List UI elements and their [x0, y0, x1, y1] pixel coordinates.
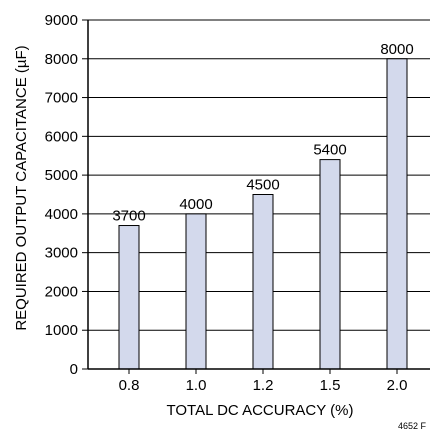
data-label: 3700	[112, 208, 145, 225]
x-tick-label: 1.2	[253, 377, 274, 394]
x-tick-label: 0.8	[119, 377, 140, 394]
y-tick-label: 1000	[45, 322, 78, 339]
bar	[319, 159, 341, 370]
data-labels: 3700 4000 4500 5400 8000	[112, 41, 413, 225]
bar	[185, 213, 207, 370]
data-label: 4000	[179, 196, 212, 213]
bars	[118, 58, 408, 370]
bar	[252, 194, 274, 370]
bar	[386, 58, 408, 370]
y-tick-label: 8000	[45, 51, 78, 68]
x-tick-label: 1.5	[320, 377, 341, 394]
y-tick-label: 6000	[45, 128, 78, 145]
x-tick-label: 1.0	[186, 377, 207, 394]
x-tick-label: 2.0	[387, 377, 408, 394]
figure-id: 4652 F	[398, 421, 427, 431]
y-tick-label: 4000	[45, 206, 78, 223]
y-tick-label: 3000	[45, 245, 78, 262]
grid-lines	[88, 19, 430, 331]
x-tick-labels: 0.8 1.0 1.2 1.5 2.0	[119, 377, 408, 394]
x-axis-title: TOTAL DC ACCURACY (%)	[167, 402, 354, 419]
y-tick-labels: 0 1000 2000 3000 4000 5000 6000 7000 8000 9000	[45, 12, 78, 378]
data-label: 8000	[380, 41, 413, 58]
y-tick-label: 2000	[45, 283, 78, 300]
data-label: 5400	[313, 142, 346, 159]
y-tick-label: 9000	[45, 12, 78, 29]
bar	[118, 225, 140, 370]
y-tick-label: 0	[70, 361, 78, 378]
y-axis-title: REQUIRED OUTPUT CAPACITANCE (µF)	[13, 45, 30, 330]
y-tick-label: 7000	[45, 90, 78, 107]
data-label: 4500	[246, 177, 279, 194]
axes	[82, 19, 430, 374]
y-tick-label: 5000	[45, 167, 78, 184]
